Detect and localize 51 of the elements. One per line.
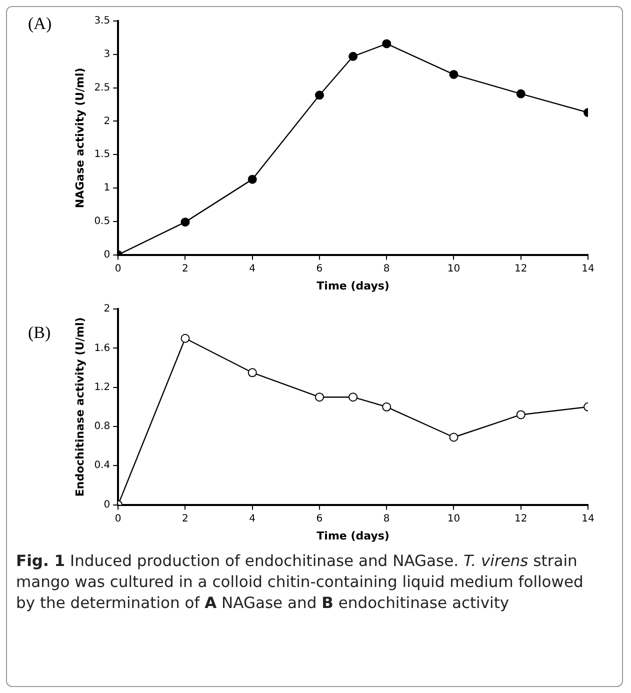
point — [516, 410, 526, 420]
point — [516, 89, 526, 98]
x-tick-label: 0 — [114, 263, 122, 274]
x-axis-title: Time (days) — [316, 529, 390, 542]
x-tick-label: 4 — [249, 513, 256, 524]
y-tick-label: 2.5 — [94, 82, 110, 94]
y-tick-label: 1.5 — [94, 149, 110, 160]
x-tick-label: 8 — [383, 263, 390, 274]
x-tick-label: 4 — [249, 263, 256, 274]
point — [449, 432, 458, 442]
y-tick-label: 1.6 — [94, 342, 110, 354]
y-tick-label: 0 — [104, 499, 110, 510]
point — [348, 392, 358, 402]
text: Fig. 1 Induced production of endochitinase and NAGase. T. virens strain mango was cultured in a colloid chitin-containing liquid medium followed by the determination of A NAGase and B endochitinase activity — [16, 552, 584, 612]
x-tick-label: 14 — [582, 513, 594, 524]
y-tick-label: 0.8 — [94, 421, 110, 432]
text: (B) — [28, 322, 51, 342]
point — [449, 70, 458, 79]
x-tick-label: 10 — [447, 263, 460, 274]
x-axis-title: Time (days) — [316, 279, 390, 292]
chart-title: (A) — [28, 14, 52, 33]
x-tick-label: 2 — [182, 263, 188, 274]
y-tick-label: 0.5 — [94, 216, 110, 227]
point — [248, 368, 257, 378]
point — [248, 174, 257, 184]
x-tick-label: 0 — [114, 513, 122, 524]
point — [382, 402, 392, 412]
x-tick-label: 2 — [182, 513, 188, 524]
x-tick-label: 6 — [316, 263, 323, 274]
x-tick-label: 10 — [447, 513, 460, 524]
y-tick-label: 2 — [104, 304, 110, 315]
x-tick-label: 12 — [514, 513, 528, 524]
y-tick-label: 1.2 — [94, 382, 110, 393]
x-tick-label: 12 — [514, 263, 528, 274]
point — [180, 218, 190, 227]
point — [348, 52, 358, 61]
y-tick-label: 0.4 — [94, 460, 110, 472]
y-axis-title: Endochitinase activity (U/ml) — [73, 317, 86, 497]
y-tick-label: 3 — [104, 48, 110, 60]
x-tick-label: 8 — [383, 513, 390, 524]
y-axis-title: NAGase activity (U/ml) — [73, 68, 86, 208]
point — [314, 392, 324, 402]
y-tick-label: 2 — [104, 116, 110, 127]
point — [382, 39, 392, 48]
y-tick-label: 0 — [104, 249, 110, 260]
point — [180, 334, 190, 343]
y-tick-label: 1 — [104, 182, 110, 194]
y-tick-label: 3.5 — [94, 16, 110, 27]
x-tick-label: 14 — [582, 263, 594, 274]
x-tick-label: 6 — [316, 513, 323, 524]
point — [314, 90, 324, 100]
